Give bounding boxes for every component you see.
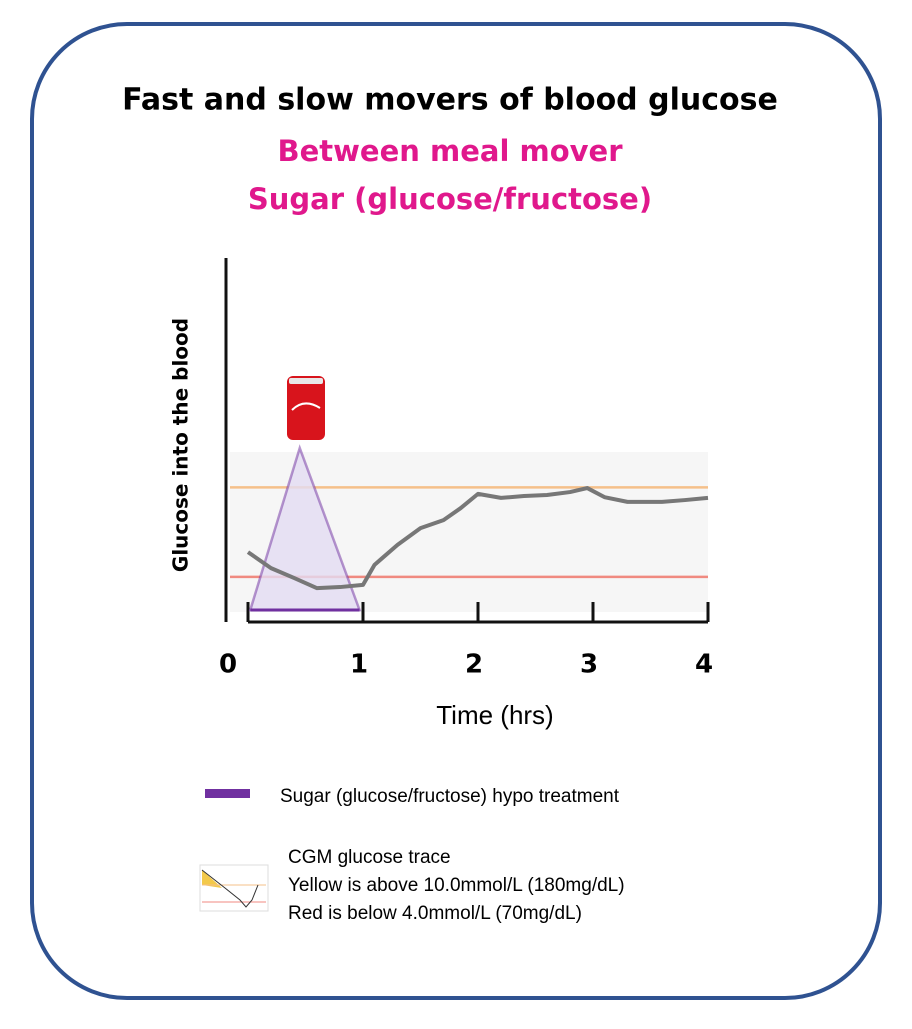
- x-tick-label: 4: [695, 650, 713, 680]
- y-axis-label: Glucose into the blood: [169, 318, 193, 572]
- soda-can: [287, 376, 325, 440]
- legend-icon: [199, 864, 269, 912]
- x-tick-label: 2: [465, 650, 483, 680]
- x-tick-label: 0: [219, 650, 237, 680]
- subtitle: Between meal mover: [277, 134, 623, 168]
- x-tick-label: 3: [580, 650, 598, 680]
- legend-label: CGM glucose trace: [288, 847, 451, 868]
- x-axis-label: Time (hrs): [436, 700, 553, 730]
- x-tick-label: 1: [350, 650, 368, 680]
- legend-note: Yellow is above 10.0mmol/L (180mg/dL): [288, 875, 625, 896]
- legend-label: Sugar (glucose/fructose) hypo treatment: [280, 786, 620, 807]
- frame: [30, 22, 882, 1000]
- subtitle: Sugar (glucose/fructose): [248, 182, 652, 216]
- glucose-trace: [246, 486, 709, 591]
- title: Fast and slow movers of blood glucose: [122, 83, 778, 118]
- legend-swatch: [205, 789, 250, 798]
- legend-note: Red is below 4.0mmol/L (70mg/dL): [288, 903, 582, 924]
